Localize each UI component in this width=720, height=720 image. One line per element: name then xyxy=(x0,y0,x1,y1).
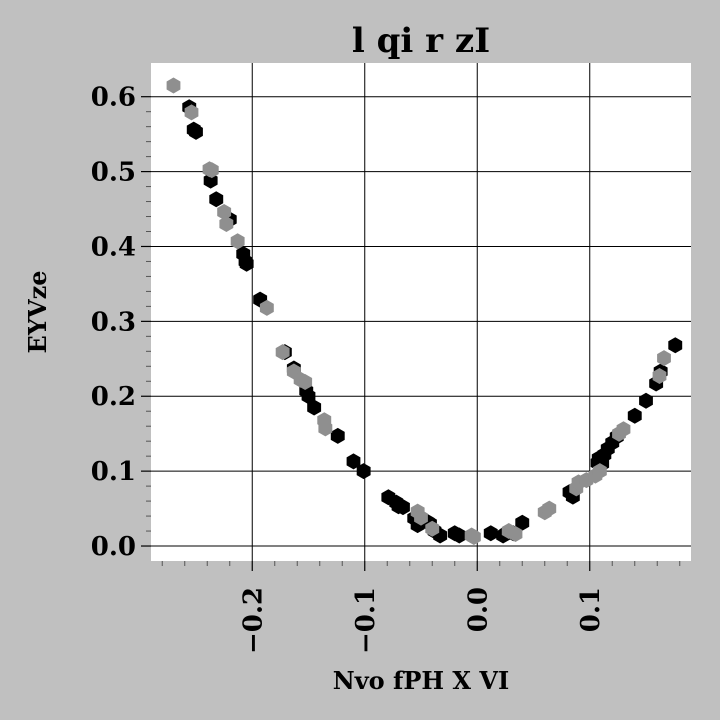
scatter-point xyxy=(616,421,631,438)
y-axis-label: EYVze xyxy=(23,271,52,354)
y-tick-label: 0.6 xyxy=(91,83,136,113)
scatter-point xyxy=(652,368,667,384)
x-tick-label: 0.1 xyxy=(576,587,606,632)
scatter-point xyxy=(219,216,234,232)
chart-title: l qi r zI xyxy=(352,21,490,61)
scatter-point xyxy=(483,525,498,542)
x-axis: −0.2 −0.1 0.0 0.1 xyxy=(161,561,681,654)
scatter-point xyxy=(542,500,557,517)
scatter-point xyxy=(230,233,245,250)
scatter-point xyxy=(515,514,530,531)
scatter-point xyxy=(259,299,274,316)
y-tick-label: 0.2 xyxy=(91,382,136,412)
scatter-point xyxy=(275,344,290,361)
y-axis: 0.0 0.1 0.2 0.3 0.4 0.5 0.6 xyxy=(91,83,151,562)
y-tick-label: 0.5 xyxy=(91,158,136,188)
y-tick-label: 0.3 xyxy=(91,307,136,337)
scatter-point xyxy=(508,526,523,542)
scatter-point xyxy=(396,499,410,516)
x-tick-label: 0.0 xyxy=(463,587,493,632)
scatter-point xyxy=(639,392,653,409)
scatter-point xyxy=(318,420,333,437)
scatter-point xyxy=(301,388,316,405)
scatter-point xyxy=(627,407,642,424)
scatter-point xyxy=(209,191,224,208)
y-tick-label: 0.1 xyxy=(91,457,136,487)
scatter-point xyxy=(298,374,313,390)
scatter-point xyxy=(189,123,203,140)
x-axis-label: Nvo fPH X VI xyxy=(333,666,509,695)
scatter-point xyxy=(452,527,467,544)
grid-lines xyxy=(151,63,691,561)
data-points xyxy=(166,77,683,545)
scatter-point xyxy=(414,509,428,526)
scatter-point xyxy=(184,104,199,121)
y-tick-label: 0.0 xyxy=(91,532,136,562)
scatter-point xyxy=(668,337,683,354)
x-tick-label: −0.2 xyxy=(238,587,268,654)
scatter-point xyxy=(204,162,219,179)
scatter-point xyxy=(466,529,481,545)
scatter-point xyxy=(356,463,371,480)
scatter-point xyxy=(346,453,361,470)
scatter-point xyxy=(657,350,671,367)
plot-area xyxy=(151,63,691,561)
x-tick-label: −0.1 xyxy=(351,587,381,654)
scatter-point xyxy=(239,255,254,272)
scatter-point xyxy=(330,427,345,444)
scatter-point xyxy=(166,77,181,94)
scatter-point xyxy=(307,399,322,416)
scatter-point xyxy=(425,520,440,537)
y-tick-label: 0.4 xyxy=(91,232,136,262)
scatter-point xyxy=(217,204,232,220)
scatter-point xyxy=(592,463,607,480)
